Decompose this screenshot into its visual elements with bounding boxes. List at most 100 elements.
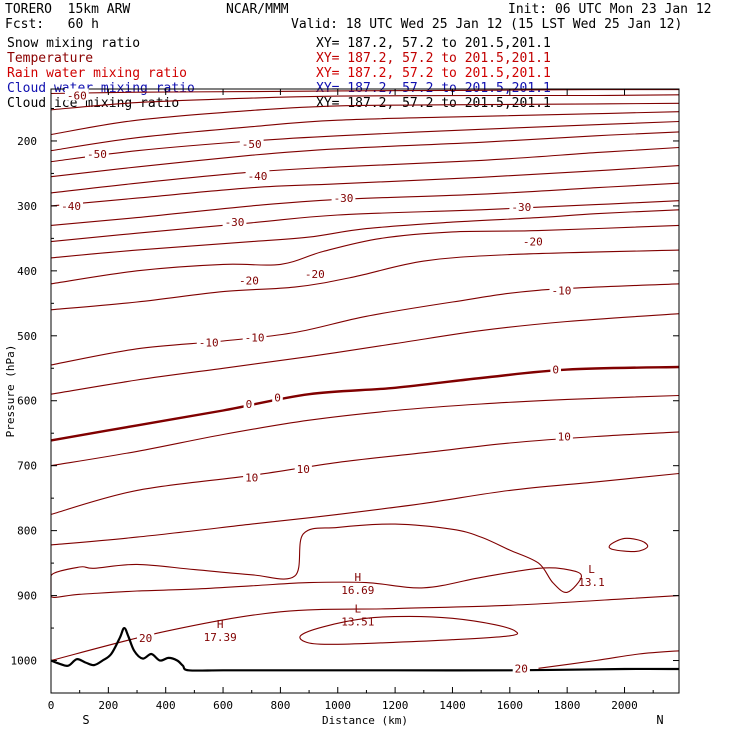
x-tick-label: 1400	[439, 699, 466, 712]
valid-time: Valid: 18 UTC Wed 25 Jan 12 (15 LST Wed …	[291, 17, 683, 32]
y-tick-label: 700	[17, 460, 37, 473]
contour-label: -20	[239, 275, 259, 288]
cold-pocket-contour	[299, 615, 519, 645]
warm-region-contour	[50, 523, 583, 598]
contour-label: 20	[139, 632, 152, 645]
contour-label-bg	[549, 283, 574, 296]
y-tick-label: 200	[17, 135, 37, 148]
isotherm-line	[50, 94, 680, 111]
isotherm-line	[50, 146, 680, 194]
contour-label: -60	[67, 90, 87, 103]
contour-label: 10	[558, 431, 571, 444]
x-tick-label: 400	[156, 699, 176, 712]
contour-label: 10	[297, 463, 310, 476]
north-end-label: N	[656, 713, 663, 727]
extremum-marker: L	[588, 563, 595, 576]
contour-label: 0	[274, 392, 281, 405]
isotherm-line	[50, 365, 680, 442]
isotherm-line	[50, 111, 680, 152]
extremum-value: 13.1	[578, 576, 605, 589]
x-tick-label: 600	[213, 699, 233, 712]
contour-label: 10	[245, 471, 258, 484]
isotherm-line	[50, 89, 680, 95]
isotherm-line	[50, 394, 680, 467]
y-tick-label: 800	[17, 525, 37, 538]
isotherm-line	[50, 472, 680, 546]
contour-label-bg	[196, 335, 221, 348]
contour-label-bg	[137, 630, 155, 643]
small-cell-contour	[608, 537, 649, 553]
isotherm-line	[50, 249, 680, 311]
contour-label: -30	[511, 201, 531, 214]
contour-label: -30	[225, 216, 245, 229]
terrain-line	[50, 627, 680, 672]
extremum-value: 16.69	[341, 584, 374, 597]
contour-label-bg	[243, 470, 261, 483]
field-rain: Rain water mixing ratio	[7, 66, 188, 81]
contour-label: -50	[87, 148, 107, 161]
contour-label-bg	[331, 191, 356, 204]
contour-label: 0	[246, 398, 253, 411]
isotherm-line	[50, 120, 680, 163]
center-label: NCAR/MMM	[226, 2, 289, 17]
isotherm-line	[50, 165, 680, 207]
field-temperature: Temperature	[7, 51, 94, 66]
x-tick-label: 200	[98, 699, 118, 712]
contour-label-bg	[222, 215, 247, 228]
contour-label: -40	[248, 170, 268, 183]
contour-label: -40	[61, 200, 81, 213]
contour-label-bg	[237, 273, 261, 286]
contour-label-bg	[242, 330, 267, 343]
x-axis-title: Distance (km)	[322, 714, 408, 727]
y-axis-title: Pressure (hPa)	[4, 345, 17, 438]
field-rain-xy: XY= 187.2, 57.2 to 201.5,201.1	[316, 66, 551, 81]
south-end-label: S	[82, 713, 89, 727]
x-tick-label: 1200	[382, 699, 409, 712]
y-tick-label: 400	[17, 265, 37, 278]
isotherm-line	[50, 224, 680, 285]
contour-label: -30	[334, 192, 354, 205]
contour-label: 0	[552, 364, 559, 377]
plot-frame	[50, 88, 680, 694]
contour-label: -50	[242, 138, 262, 151]
contour-label-bg	[245, 169, 270, 181]
isotherm-line	[50, 209, 680, 259]
isotherm-line	[50, 131, 680, 178]
contour-label-bg	[59, 198, 83, 211]
isotherm-line	[50, 431, 680, 515]
field-snow-xy: XY= 187.2, 57.2 to 201.5,201.1	[316, 36, 551, 51]
model-title: TORERO 15km ARW	[5, 2, 131, 17]
isotherm-line	[50, 200, 680, 243]
contour-label: -10	[551, 284, 571, 297]
contour-label: 20	[515, 662, 528, 675]
y-tick-label: 900	[17, 590, 37, 603]
contour-label-bg	[272, 390, 283, 403]
contour-label-bg	[512, 661, 530, 674]
x-tick-label: 1600	[497, 699, 524, 712]
contour-label-bg	[243, 397, 255, 409]
x-tick-label: 800	[270, 699, 290, 712]
y-tick-label: 1000	[11, 655, 38, 668]
extremum-marker: H	[217, 618, 224, 631]
x-tick-label: 1000	[325, 699, 352, 712]
isotherm-line	[50, 313, 680, 395]
contour-label-bg	[85, 146, 109, 159]
contour-label-bg	[520, 234, 545, 247]
extremum-value: 13.51	[341, 615, 374, 628]
isotherm-line	[50, 182, 680, 226]
field-cloud-ice-xy: XY= 187.2, 57.2 to 201.5,201.1	[316, 96, 551, 111]
extremum-value: 17.39	[204, 631, 237, 644]
contour-label-bg	[550, 362, 561, 375]
isotherm-line	[50, 102, 680, 136]
y-tick-label: 500	[17, 330, 37, 343]
contour-label-bg	[302, 267, 327, 280]
contour-label-bg	[509, 200, 534, 213]
contour-label: -20	[523, 236, 543, 249]
contour-label: -20	[305, 268, 325, 281]
y-tick-label: 600	[17, 395, 37, 408]
field-snow: Snow mixing ratio	[7, 36, 141, 51]
contour-label-bg	[294, 461, 312, 474]
isotherm-line	[538, 650, 680, 669]
isotherm-line	[50, 595, 680, 662]
